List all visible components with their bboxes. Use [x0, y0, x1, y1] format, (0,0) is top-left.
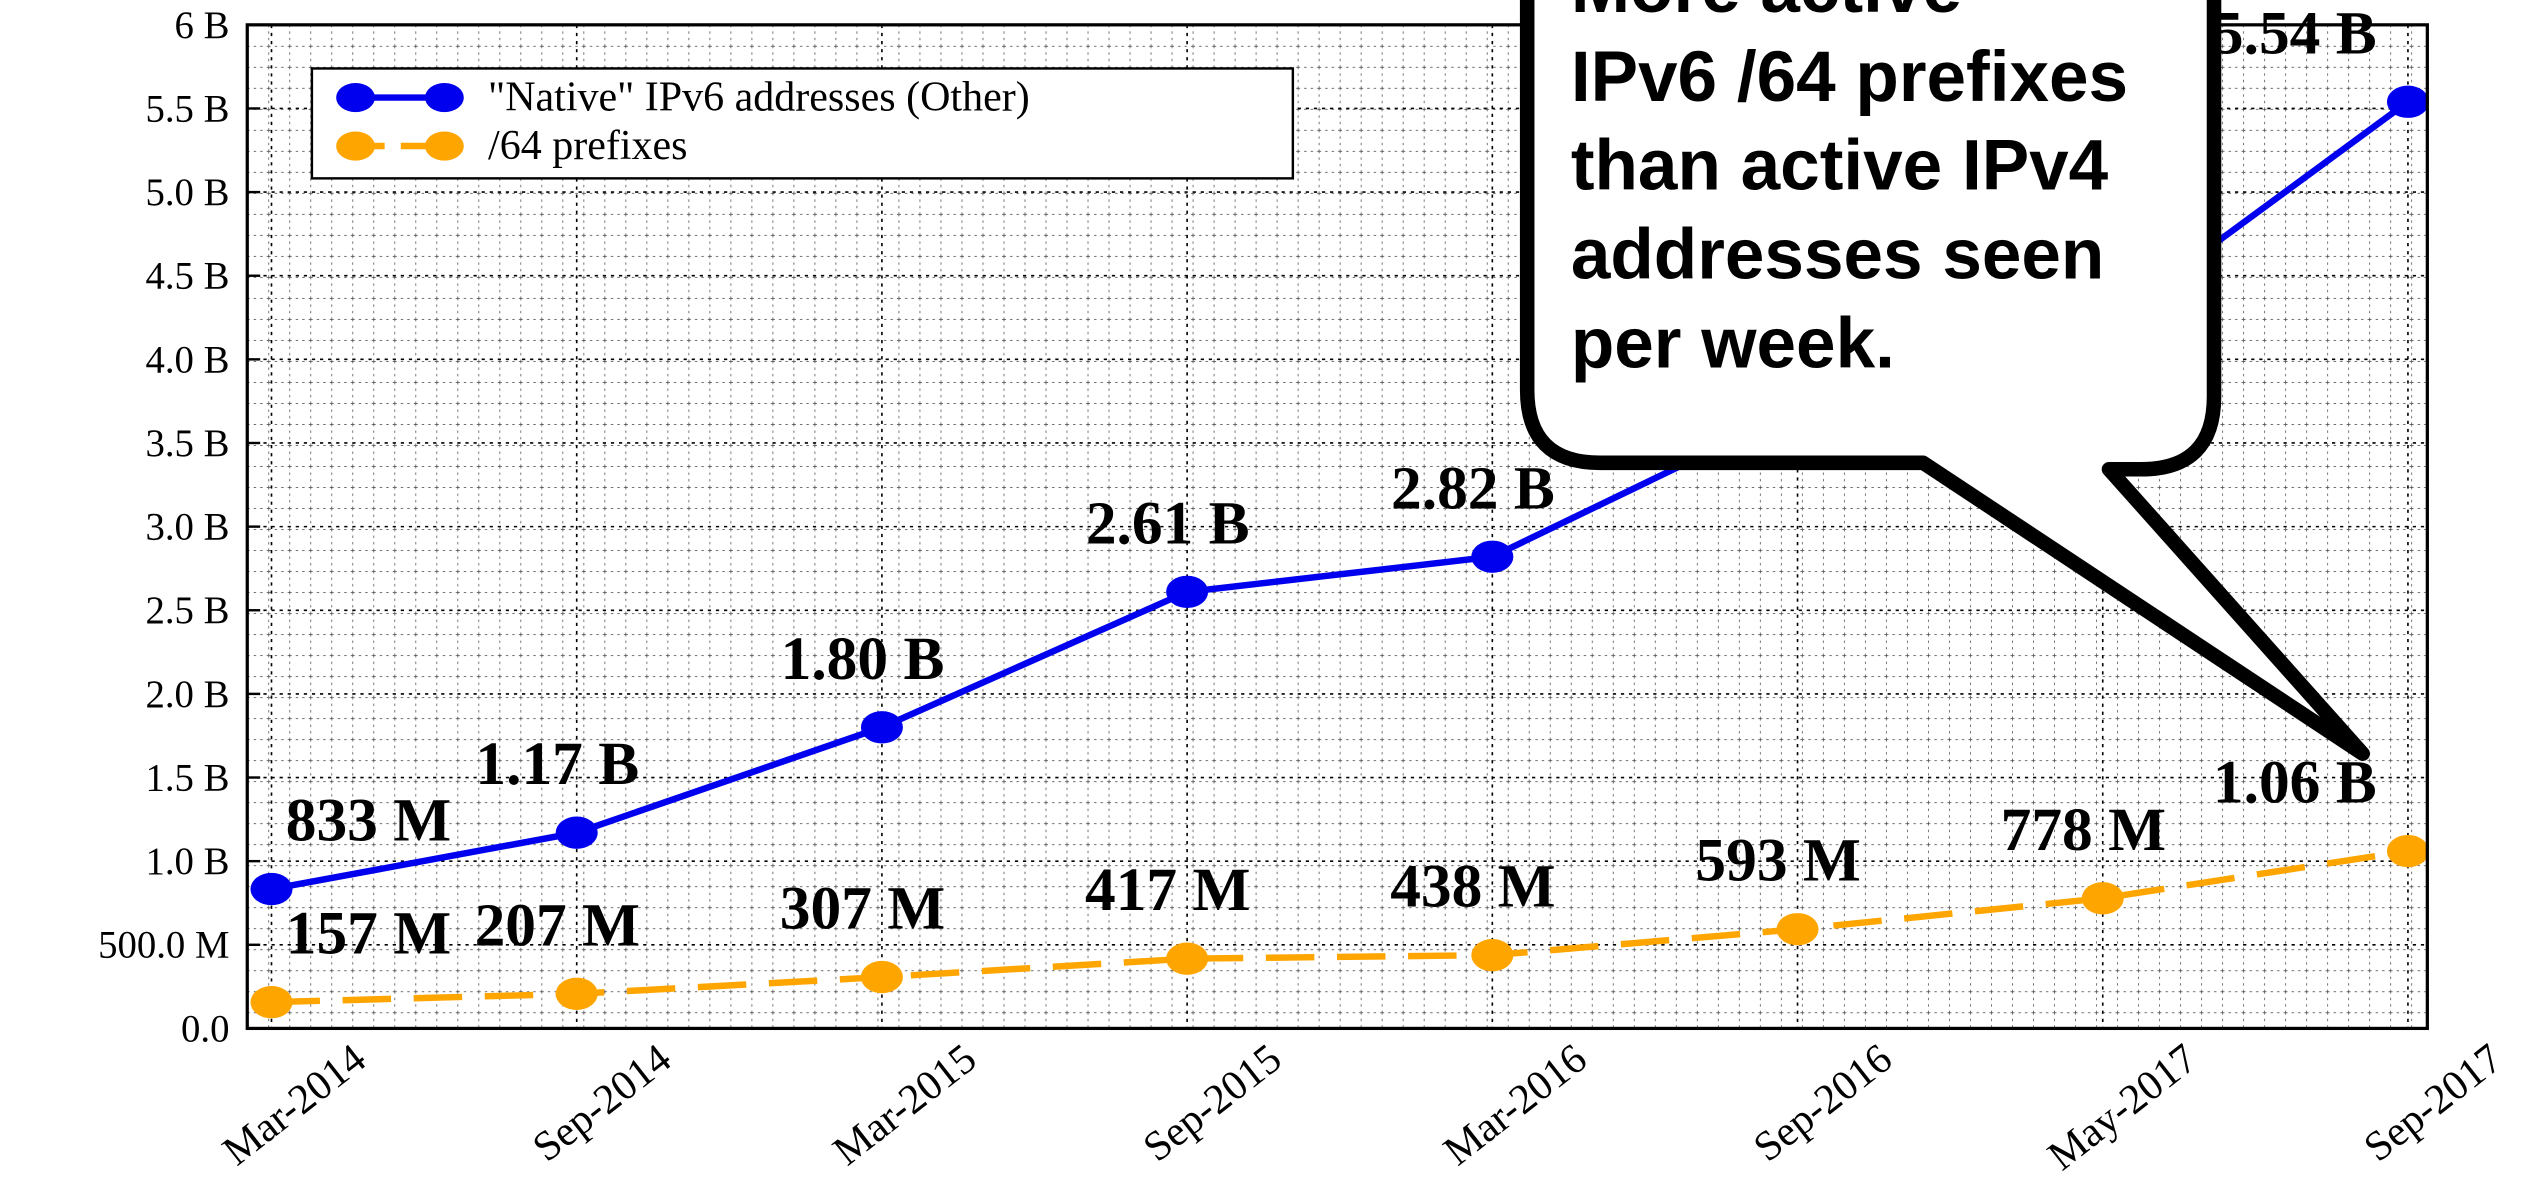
- callout: More active IPv6 /64 prefixes than active …: [1519, 0, 2370, 761]
- y-tick-label: 4.5 B: [145, 255, 229, 298]
- x-tick-label: Mar-2014: [215, 1036, 375, 1175]
- plot-frame: [245, 23, 2429, 1031]
- data-point: [1471, 938, 1514, 972]
- data-point: [250, 985, 293, 1019]
- data-point: [860, 960, 903, 994]
- y-tick-label: 6 B: [175, 4, 230, 47]
- data-point: [2386, 834, 2429, 868]
- data-label: 307 M: [780, 875, 945, 943]
- data-point: [555, 816, 598, 849]
- data-point: [1776, 913, 1819, 946]
- legend-label: "Native" IPv6 addresses (Other): [488, 74, 1030, 120]
- legend-marker: [425, 83, 464, 113]
- data-point: [1166, 575, 1209, 609]
- y-tick-label: 5.0 B: [145, 171, 229, 214]
- data-label: 778 M: [2001, 796, 2166, 864]
- callout-text: IPv6 /64 prefixes: [1571, 38, 2128, 117]
- callout-text: addresses seen: [1571, 216, 2105, 295]
- x-tick-label: May-2017: [2040, 1036, 2206, 1180]
- y-tick-label: 2.5 B: [145, 589, 229, 632]
- legend-marker: [336, 131, 375, 161]
- data-point: [250, 872, 293, 906]
- x-tick-label: Sep-2014: [525, 1036, 680, 1171]
- legend-marker: [425, 131, 464, 161]
- x-tick-label: Sep-2017: [2356, 1036, 2511, 1171]
- data-label: 417 M: [1085, 856, 1250, 924]
- y-tick-label: 5.5 B: [145, 87, 229, 130]
- data-label: 438 M: [1390, 853, 1555, 921]
- callout-text: than active IPv4: [1571, 127, 2109, 206]
- data-label: 2.82 B: [1391, 454, 1555, 522]
- callout-bubble: [1519, 0, 2370, 761]
- y-tick-label: 3.0 B: [145, 506, 229, 549]
- legend-marker: [336, 83, 375, 113]
- data-label: 157 M: [286, 900, 451, 968]
- y-tick-label: 4.0 B: [145, 338, 229, 381]
- data-label: 207 M: [475, 891, 640, 959]
- legend-label: /64 prefixes: [488, 123, 687, 169]
- y-tick-label: 1.5 B: [145, 756, 229, 799]
- callout-text: More active: [1571, 0, 1962, 28]
- legend-box: [310, 67, 1295, 180]
- x-tick-label: Mar-2015: [825, 1036, 985, 1175]
- y-tick-label: 3.5 B: [145, 422, 229, 465]
- data-label: 1.06 B: [2213, 749, 2377, 817]
- data-point: [2386, 85, 2429, 118]
- data-label: 1.80 B: [781, 625, 945, 693]
- legend: "Native" IPv6 addresses (Other)/64 prefi…: [310, 67, 1295, 180]
- marks: 833 M 1.17 B 1.80 B 2.61 B 2.82 B 5.54 B 157 M…: [250, 0, 2429, 1019]
- data-label: 1.17 B: [475, 730, 639, 798]
- data-point: [1471, 540, 1514, 573]
- data-point: [2081, 882, 2124, 915]
- data-point: [1166, 942, 1209, 975]
- data-label: 833 M: [286, 787, 451, 855]
- series-line: [271, 847, 2409, 1006]
- data-point: [555, 977, 598, 1010]
- y-tick-label: 2.0 B: [145, 673, 229, 716]
- x-tick-label: Sep-2015: [1135, 1036, 1290, 1171]
- y-tick-label: 500.0 M: [98, 924, 229, 967]
- x-tick-label: Mar-2016: [1435, 1036, 1595, 1175]
- y-tick-label: 1.0 B: [145, 840, 229, 883]
- callout-text: per week.: [1571, 304, 1895, 383]
- data-label: 593 M: [1695, 827, 1860, 895]
- data-point: [860, 711, 903, 744]
- data-label: 5.54 B: [2213, 0, 2377, 67]
- x-tick-label: Sep-2016: [1745, 1036, 1900, 1171]
- y-tick-label: 0.0: [181, 1007, 229, 1050]
- data-label: 2.61 B: [1086, 489, 1250, 557]
